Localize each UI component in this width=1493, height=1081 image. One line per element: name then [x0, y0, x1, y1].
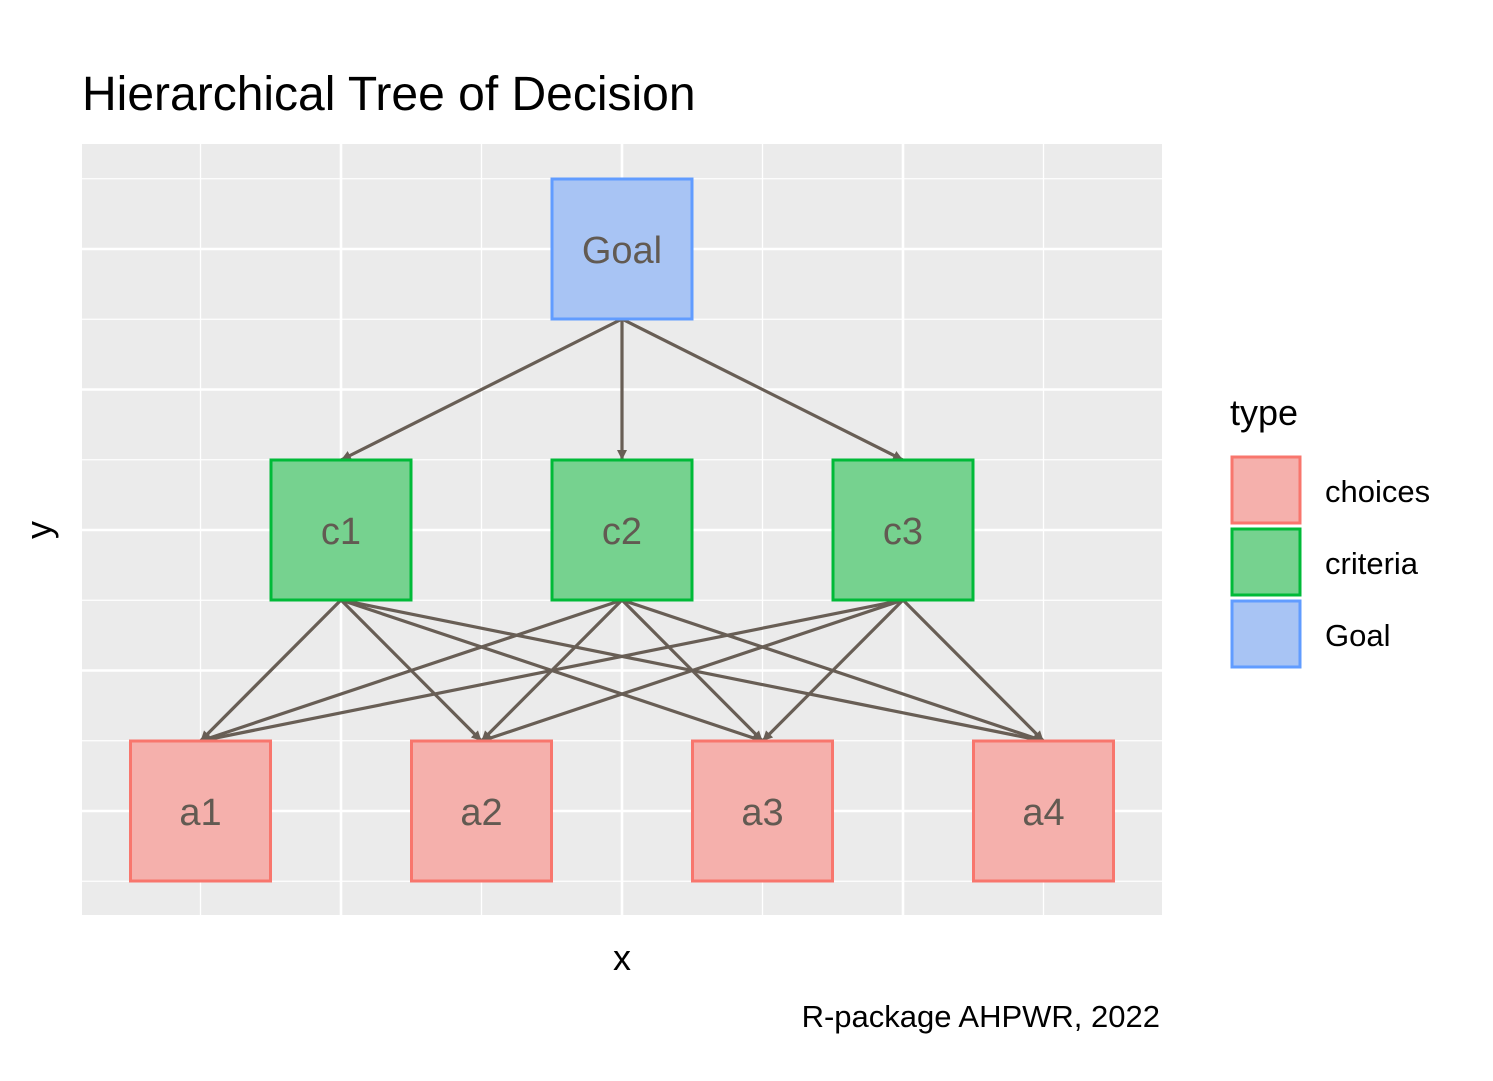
node-box-c1 — [269, 458, 413, 602]
legend-label-goal: Goal — [1325, 618, 1390, 653]
chart-title: Hierarchical Tree of Decision — [82, 68, 696, 121]
node-a3: a3 — [691, 739, 834, 883]
node-c3: c3 — [831, 458, 975, 602]
node-label-a1: a1 — [179, 792, 221, 834]
node-box-Goal — [550, 177, 694, 321]
edge-c3-a3 — [761, 598, 905, 743]
legend-key-goal — [1230, 599, 1302, 669]
node-label-c2: c2 — [602, 511, 642, 553]
legend-item-criteria: criteria — [1230, 527, 1419, 597]
edge-c3-a1 — [200, 598, 904, 744]
legend: type choices criteria Goal — [1230, 392, 1430, 669]
edge-Goal-c1 — [340, 317, 623, 462]
node-box-c3 — [831, 458, 975, 602]
edge-c1-a1 — [199, 598, 343, 743]
legend-item-goal: Goal — [1230, 599, 1390, 669]
node-label-a2: a2 — [460, 792, 502, 834]
legend-item-choices: choices — [1230, 455, 1430, 525]
node-a1: a1 — [129, 739, 272, 883]
legend-key-choices — [1230, 455, 1302, 525]
caption: R-package AHPWR, 2022 — [802, 999, 1160, 1034]
node-box-a2 — [410, 739, 553, 883]
edge-c2-a1 — [199, 598, 623, 743]
node-label-a3: a3 — [741, 792, 783, 834]
edge-c3-a4 — [901, 598, 1045, 743]
legend-key-criteria — [1230, 527, 1302, 597]
node-c1: c1 — [269, 458, 413, 602]
edge-Goal-c3 — [621, 317, 904, 462]
node-box-a4 — [972, 739, 1115, 883]
node-box-a3 — [691, 739, 834, 883]
legend-title: type — [1230, 392, 1298, 433]
node-c2: c2 — [550, 458, 694, 602]
legend-items: choices criteria Goal — [1230, 455, 1430, 669]
node-label-c3: c3 — [883, 511, 923, 553]
x-axis-label: x — [613, 937, 631, 978]
node-label-c1: c1 — [321, 511, 361, 553]
nodes: Goal c1 c2 c3 a1 a2 a3 a4 — [129, 177, 1115, 883]
y-axis-label: y — [18, 521, 59, 539]
edge-c3-a2 — [480, 598, 904, 743]
node-Goal: Goal — [550, 177, 694, 321]
node-box-c2 — [550, 458, 694, 602]
node-a2: a2 — [410, 739, 553, 883]
edges — [199, 317, 1045, 744]
node-label-Goal: Goal — [582, 230, 662, 272]
node-box-a1 — [129, 739, 272, 883]
node-a4: a4 — [972, 739, 1115, 883]
legend-label-choices: choices — [1325, 474, 1430, 509]
node-label-a4: a4 — [1022, 792, 1064, 834]
legend-label-criteria: criteria — [1325, 546, 1419, 581]
